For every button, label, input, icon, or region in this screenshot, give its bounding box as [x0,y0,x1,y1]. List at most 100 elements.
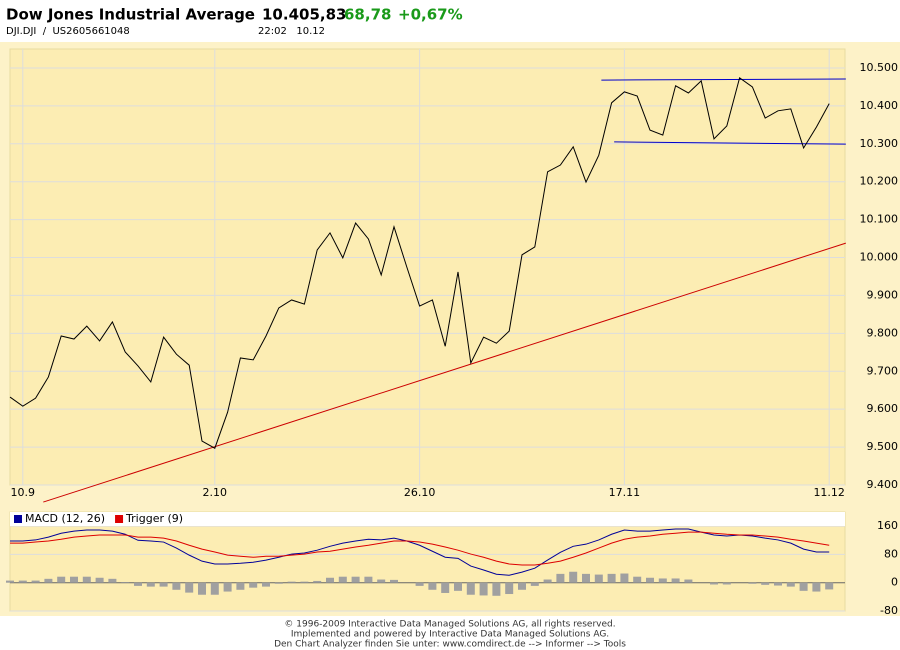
histogram-bar [172,582,181,590]
symbol: DJI.DJI / US2605661048 [6,26,130,37]
y-tick-label: 80 [884,547,898,560]
y-tick-label: 160 [877,519,898,532]
y-tick-label: 10.300 [860,137,899,150]
price: 10.405,83 [262,6,346,24]
histogram-bar [441,582,450,593]
histogram-bar [6,580,14,583]
trend-line [614,141,846,145]
legend-swatch [115,515,124,523]
histogram-bar [159,582,168,587]
histogram-bar [684,579,693,583]
trend-line [601,78,846,81]
histogram-bar [543,579,552,583]
histogram-bar [377,579,386,583]
histogram-bar [338,576,347,583]
change-pct: +0,67% [398,6,463,24]
histogram-bar [594,574,603,583]
plot-area [9,511,846,612]
x-tick-label: 2.10 [203,486,228,499]
histogram-bar [198,582,206,595]
y-tick-label: 10.500 [860,61,899,74]
histogram-bar [44,578,53,583]
footer: © 1996-2009 Interactive Data Managed Sol… [284,620,615,630]
y-tick-label: 0 [891,576,898,589]
histogram-bar [710,582,718,585]
x-tick-label: 17.11 [609,486,641,499]
histogram-bar [18,580,27,583]
histogram-bar [108,578,117,583]
histogram-bar [722,582,731,585]
legend-label: Trigger (9) [125,512,183,525]
histogram-bar [569,571,578,583]
legend-bg [10,512,845,526]
histogram-bar [786,582,795,587]
histogram-bar [646,577,654,583]
histogram-bar [70,576,78,583]
histogram-bar [466,582,475,595]
histogram-bar [121,582,130,583]
title: Dow Jones Industrial Average [6,6,255,24]
series-line [10,531,830,566]
histogram-bar [505,582,514,595]
histogram-bar [761,582,770,585]
histogram-bar [633,576,642,583]
legend-swatch [14,515,22,523]
time: 22:02 10.12 [258,26,325,37]
histogram-bar [95,577,104,583]
x-tick-label: 26.10 [404,486,436,499]
x-tick-label: 10.9 [11,486,36,499]
histogram-bar [825,582,834,590]
y-tick-label: 10.100 [860,213,899,226]
y-tick-label: -80 [880,604,898,617]
histogram-bar [210,582,219,595]
legend-label: MACD (12, 26) [25,512,105,525]
y-tick-label: 10.000 [860,251,899,264]
histogram-bar [390,579,398,583]
histogram-bar [607,573,616,583]
histogram-bar [223,582,232,592]
histogram-bar [556,573,565,583]
histogram-bar [351,576,360,583]
footer: Implemented and powered by Interactive D… [291,630,609,640]
price-line [9,76,830,449]
histogram-bar [415,582,424,586]
histogram-bar [454,582,462,591]
histogram-bar [236,582,245,590]
y-tick-label: 9.800 [867,326,899,339]
histogram-bar [530,582,539,586]
y-tick-label: 9.500 [867,440,899,453]
histogram-bar [134,582,142,586]
footer: Den Chart Analyzer finden Sie unter: www… [274,640,626,650]
y-tick-label: 9.600 [867,402,899,415]
histogram-bar [671,578,680,583]
histogram-bar [748,582,757,584]
histogram-bar [620,573,629,583]
histogram-bar [185,582,194,593]
histogram-bar [262,582,270,587]
histogram-bar [274,582,283,584]
y-tick-label: 9.700 [867,364,899,377]
x-tick-label: 11.12 [813,486,845,499]
plot-area [9,48,846,486]
histogram-bar [57,576,66,583]
trend-line [43,242,846,503]
y-tick-label: 10.400 [860,99,899,112]
histogram-bar [812,582,821,592]
y-tick-label: 9.900 [867,288,899,301]
histogram-bar [31,580,40,583]
histogram-bar [249,582,258,588]
histogram-bar [479,582,488,596]
y-tick-label: 10.200 [860,175,899,188]
histogram-bar [287,581,296,583]
y-tick-label: 9.400 [867,478,899,491]
change: 68,78 [344,6,391,24]
histogram-bar [799,582,808,591]
histogram-bar [492,582,501,596]
histogram-bar [364,576,373,583]
histogram-bar [428,582,437,590]
histogram-bar [658,578,667,583]
histogram-bar [518,582,526,590]
histogram-bar [313,580,322,583]
histogram-bar [582,573,590,583]
